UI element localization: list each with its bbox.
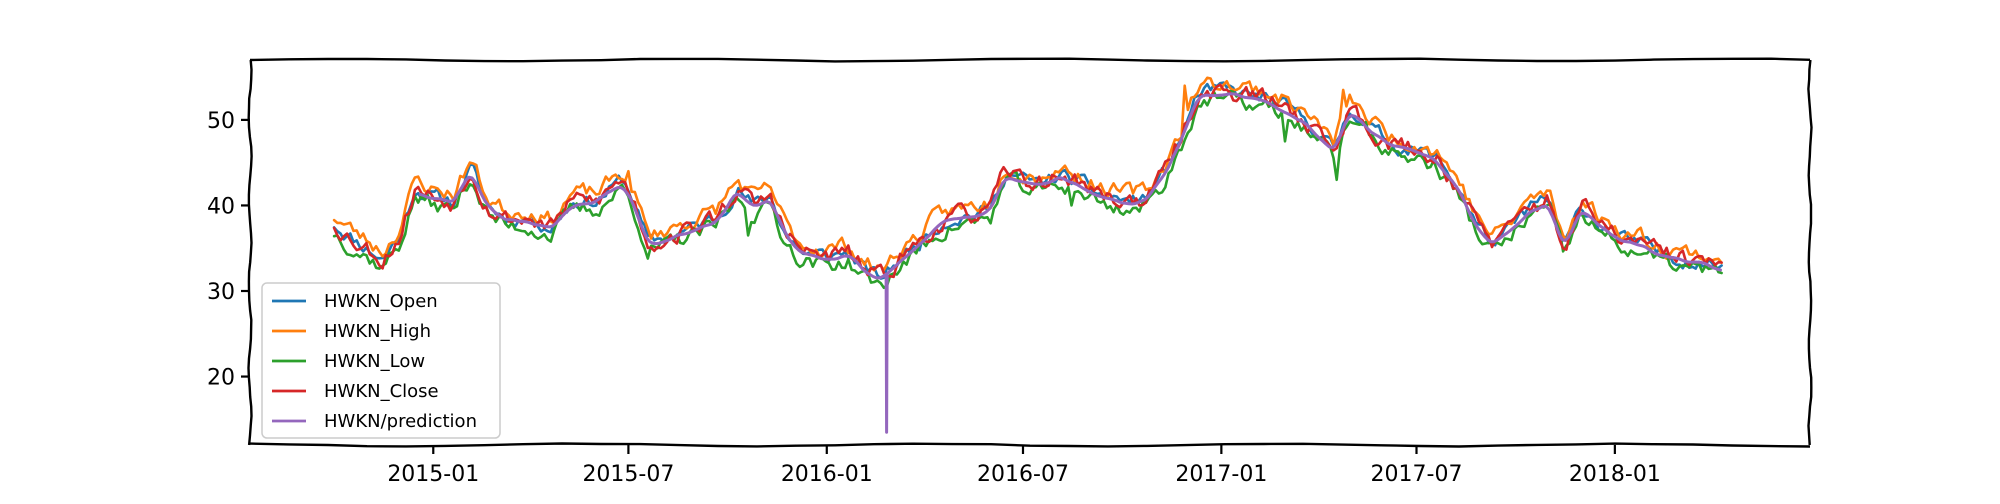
y-axis: 20 30 40 50 (207, 109, 250, 391)
frame-bottom (249, 442, 1811, 448)
legend-label: HWKN/prediction (324, 411, 477, 432)
series-line-hwkn-low (332, 89, 1723, 290)
series-line-hwkn-open (332, 81, 1723, 280)
x-tick-label: 2016-01 (781, 462, 873, 487)
legend-item-hwkn-close: HWKN_Close (272, 381, 439, 402)
legend-label: HWKN_Low (324, 351, 425, 372)
series-line-hwkn-high (332, 76, 1723, 272)
x-tick-label: 2018-01 (1569, 462, 1661, 487)
x-tick-label: 2015-01 (387, 462, 479, 487)
y-tick-label: 50 (207, 109, 235, 134)
x-axis: 2015-01 2015-07 2016-01 2016-07 2017-01 2017-… (387, 445, 1661, 487)
frame-right (1807, 59, 1813, 446)
x-tick-label: 2015-07 (582, 462, 674, 487)
series-layer (332, 76, 1723, 434)
legend-label: HWKN_Open (324, 291, 438, 312)
y-tick-label: 30 (207, 280, 235, 305)
x-tick-label: 2016-07 (977, 462, 1069, 487)
legend-label: HWKN_Close (324, 381, 439, 402)
x-tick-label: 2017-07 (1371, 462, 1463, 487)
y-tick-label: 20 (207, 366, 235, 391)
series-line-hwkn-close (332, 83, 1723, 279)
frame-left (247, 59, 253, 446)
legend-box (261, 282, 501, 439)
y-tick-label: 40 (207, 194, 235, 219)
legend-item-hwkn-open: HWKN_Open (272, 291, 438, 312)
plot-frame (247, 57, 1813, 448)
x-tick-label: 2017-01 (1175, 462, 1267, 487)
legend: HWKN_Open HWKN_High HWKN_Low HWKN_Close HWKN… (261, 282, 501, 439)
legend-label: HWKN_High (324, 321, 431, 342)
legend-item-hwkn-high: HWKN_High (272, 321, 431, 342)
frame-top (249, 57, 1811, 63)
legend-item-hwkn-prediction: HWKN/prediction (272, 411, 477, 432)
series-line-hwkn-prediction (418, 92, 1722, 434)
legend-item-hwkn-low: HWKN_Low (272, 351, 425, 372)
